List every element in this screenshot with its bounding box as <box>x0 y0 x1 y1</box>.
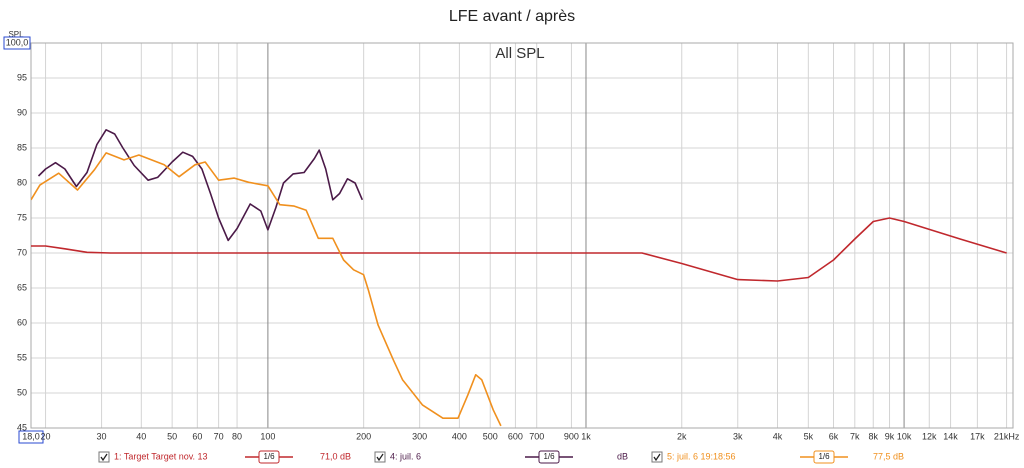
y-tick-label: 70 <box>17 247 27 257</box>
legend-check <box>100 453 108 462</box>
legend-label: 5: juil. 6 19:18:56 <box>667 451 736 461</box>
y-tick-label: 75 <box>17 212 27 222</box>
series-line <box>37 129 364 242</box>
x-tick-label: 2k <box>677 431 687 441</box>
legend-label: 1: Target Target nov. 13 <box>114 451 208 461</box>
x-tick-label: 20 <box>41 431 51 441</box>
x-tick-label: 500 <box>483 431 498 441</box>
y-tick-label: 95 <box>17 72 27 82</box>
legend-check <box>376 453 384 462</box>
y-tick-label: 85 <box>17 142 27 152</box>
chart-title: LFE avant / après <box>449 8 575 25</box>
plot-frame <box>30 42 1014 429</box>
x-tick-label: 9k <box>885 431 895 441</box>
x-tick-label: 50 <box>167 431 177 441</box>
ticks: 45 50 55 60 65 70 75 80 85 90 95 100,0 18,0 20 30 40 50 6… <box>3 36 1020 444</box>
x-tick-label: 12k <box>922 431 937 441</box>
legend-smoothing: 1/6 <box>543 452 555 461</box>
y-tick-label: 60 <box>17 317 27 327</box>
x-tick-label: 100 <box>260 431 275 441</box>
series-line <box>31 217 1007 282</box>
y-tick-label: 100,0 <box>6 37 29 47</box>
x-tick-label: 7k <box>850 431 860 441</box>
x-tick-label: 300 <box>412 431 427 441</box>
x-tick-label: 400 <box>452 431 467 441</box>
legend-label: 4: juil. 6 <box>390 451 421 461</box>
x-tick-label: 14k <box>943 431 958 441</box>
x-tick-label: 6k <box>829 431 839 441</box>
legend-smoothing-box[interactable] <box>538 450 560 464</box>
legend-readout: 71,0 dB <box>320 451 351 461</box>
x-tick-label: 17k <box>970 431 985 441</box>
series-line <box>31 152 502 427</box>
x-tick-label: 18,0 <box>22 431 40 441</box>
y-tick-label: 90 <box>17 107 27 117</box>
x-tick-label: 30 <box>97 431 107 441</box>
x-tick-label: 900 <box>564 431 579 441</box>
y-tick-label: 65 <box>17 282 27 292</box>
legend-checkbox[interactable] <box>98 451 110 463</box>
y-axis-label: SPL <box>8 30 24 39</box>
y-tick-label: 50 <box>17 387 27 397</box>
legend-smoothing-box[interactable] <box>813 450 835 464</box>
legend-readout: 77,5 dB <box>873 451 904 461</box>
legend-check <box>653 453 661 462</box>
axis-end-box <box>18 430 44 444</box>
x-tick-label: 200 <box>356 431 371 441</box>
axis-end-box <box>3 36 31 50</box>
legend-checkbox[interactable] <box>651 451 663 463</box>
y-tick-label: 45 <box>17 422 27 432</box>
legend-smoothing: 1/6 <box>818 452 830 461</box>
x-tick-label: 700 <box>529 431 544 441</box>
x-tick-label: 600 <box>508 431 523 441</box>
x-tick-label: 80 <box>232 431 242 441</box>
y-tick-label: 80 <box>17 177 27 187</box>
x-tick-label: 70 <box>214 431 224 441</box>
legend: 1: Target Target nov. 13 1/6 71,0 dB 4: jui… <box>98 450 904 464</box>
legend-smoothing: 1/6 <box>263 452 275 461</box>
chart-subtitle: All SPL <box>495 45 544 62</box>
x-tick-label: 4k <box>773 431 783 441</box>
x-tick-label: 21kHz <box>994 431 1020 441</box>
series-lines <box>31 129 1007 427</box>
y-tick-label: 55 <box>17 352 27 362</box>
x-tick-label: 5k <box>804 431 814 441</box>
legend-readout: dB <box>617 451 628 461</box>
legend-checkbox[interactable] <box>374 451 386 463</box>
x-tick-label: 3k <box>733 431 743 441</box>
x-tick-label: 60 <box>192 431 202 441</box>
grid <box>31 42 1013 429</box>
x-tick-label: 1k <box>581 431 591 441</box>
x-tick-label: 10k <box>897 431 912 441</box>
x-tick-label: 8k <box>868 431 878 441</box>
legend-smoothing-box[interactable] <box>258 450 280 464</box>
x-tick-label: 40 <box>136 431 146 441</box>
